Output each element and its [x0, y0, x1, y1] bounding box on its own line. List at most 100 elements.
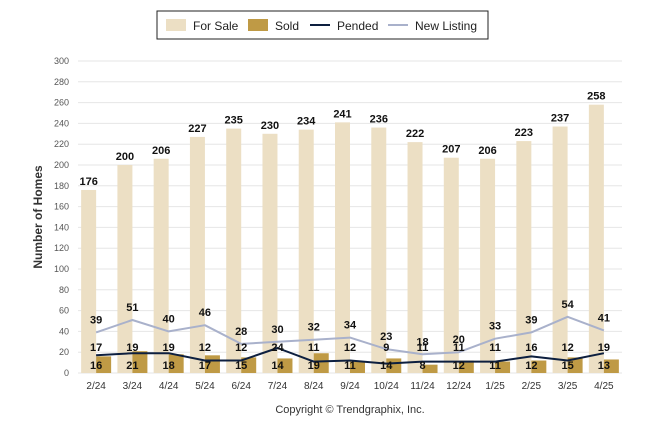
- label-sold: 11: [489, 360, 501, 372]
- label-for-sale: 206: [152, 145, 170, 157]
- label-for-sale: 237: [551, 113, 569, 125]
- line-new-listing: [95, 315, 605, 356]
- x-tick-label: 6/24: [231, 381, 251, 392]
- data-labels: 176 39 17 16 200 51 19 21 206 40 19 18 227 46 12 17 235 2…: [79, 91, 610, 372]
- label-sold: 15: [561, 360, 573, 372]
- label-sold: 21: [126, 360, 138, 372]
- label-new-listing: 39: [90, 314, 102, 326]
- x-tick-label: 7/24: [268, 381, 288, 392]
- bars: [81, 104, 619, 374]
- bar-for-sale: [298, 129, 314, 373]
- label-pended: 24: [271, 342, 284, 354]
- label-sold: 14: [271, 360, 284, 372]
- bar-for-sale: [552, 126, 568, 374]
- label-pended: 19: [126, 342, 138, 354]
- label-new-listing: 23: [380, 331, 392, 343]
- x-tick-label: 3/24: [123, 381, 143, 392]
- label-for-sale: 227: [188, 123, 206, 135]
- label-new-listing: 54: [561, 299, 574, 311]
- label-pended: 19: [163, 342, 175, 354]
- label-for-sale: 235: [225, 115, 243, 127]
- legend-label-pended: Pended: [337, 19, 378, 33]
- label-for-sale: 258: [587, 91, 605, 103]
- legend-label-for-sale: For Sale: [193, 19, 239, 33]
- label-for-sale: 200: [116, 151, 134, 163]
- label-pended: 11: [308, 342, 320, 354]
- y-tick-label: 60: [59, 306, 69, 316]
- bar-for-sale: [226, 128, 242, 373]
- label-pended: 9: [383, 342, 389, 354]
- bar-for-sale: [335, 122, 350, 373]
- x-axis-ticks: 2/24 3/24 4/24 5/24 6/24 7/24 8/24 9/24 10/24 11/…: [86, 381, 614, 392]
- line-pended: [96, 347, 605, 365]
- label-for-sale: 234: [297, 116, 316, 128]
- bar-sold: [422, 364, 438, 373]
- lines: [95, 315, 605, 365]
- bar-for-sale: [81, 189, 97, 373]
- label-new-listing: 39: [525, 314, 537, 326]
- y-tick-label: 100: [54, 264, 69, 274]
- label-sold: 11: [344, 360, 356, 372]
- y-tick-label: 200: [54, 160, 69, 170]
- x-tick-label: 2/24: [86, 381, 106, 392]
- legend-label-sold: Sold: [275, 19, 299, 33]
- y-tick-label: 280: [54, 77, 69, 87]
- label-for-sale: 207: [442, 144, 460, 156]
- bar-sold: [458, 360, 474, 373]
- legend-swatch-for-sale: [166, 19, 186, 31]
- label-sold: 8: [419, 360, 425, 372]
- label-new-listing: 20: [453, 334, 465, 346]
- label-pended: 11: [453, 342, 465, 354]
- label-sold: 16: [90, 360, 102, 372]
- bar-for-sale: [443, 157, 459, 373]
- bar-for-sale: [588, 104, 604, 374]
- x-tick-label: 2/25: [522, 381, 542, 392]
- y-tick-label: 0: [64, 368, 69, 378]
- bar-sold: [132, 351, 148, 373]
- x-tick-label: 10/24: [374, 381, 399, 392]
- label-for-sale: 241: [333, 108, 351, 120]
- y-tick-label: 20: [59, 347, 69, 357]
- bar-for-sale: [407, 142, 423, 373]
- label-new-listing: 34: [344, 320, 357, 332]
- bar-sold: [603, 359, 619, 373]
- bar-sold: [531, 360, 547, 373]
- y-tick-label: 300: [54, 56, 69, 66]
- x-tick-label: 4/24: [159, 381, 179, 392]
- label-for-sale: 222: [406, 128, 424, 140]
- label-sold: 19: [308, 360, 320, 372]
- y-tick-label: 240: [54, 118, 69, 128]
- label-for-sale: 176: [79, 176, 97, 188]
- label-pended: 12: [344, 342, 356, 354]
- label-sold: 13: [598, 360, 610, 372]
- label-new-listing: 28: [235, 326, 247, 338]
- y-axis-ticks: 0 20 40 60 80 100 120 140 160 180 200 220 240 260 280 3…: [54, 56, 69, 378]
- x-tick-label: 8/24: [304, 381, 324, 392]
- bar-sold: [567, 357, 583, 373]
- legend-label-new-listing: New Listing: [415, 19, 477, 33]
- label-pended: 19: [598, 342, 610, 354]
- bar-sold: [277, 358, 293, 373]
- bar-for-sale: [153, 158, 169, 373]
- label-new-listing: 51: [126, 302, 138, 314]
- bar-for-sale: [371, 127, 387, 373]
- y-tick-label: 260: [54, 98, 69, 108]
- label-pended: 12: [199, 342, 211, 354]
- label-pended: 12: [561, 342, 573, 354]
- bar-sold: [241, 357, 257, 373]
- x-tick-label: 12/24: [446, 381, 471, 392]
- label-new-listing: 33: [489, 321, 501, 333]
- label-for-sale: 236: [370, 114, 388, 126]
- bar-for-sale: [480, 158, 496, 373]
- y-tick-label: 160: [54, 202, 69, 212]
- label-pended: 17: [90, 342, 102, 354]
- x-tick-label: 1/25: [485, 381, 505, 392]
- label-new-listing: 30: [271, 324, 283, 336]
- bar-sold: [350, 361, 365, 373]
- bar-sold: [96, 356, 112, 373]
- label-new-listing: 32: [308, 322, 320, 334]
- label-pended: 12: [235, 342, 247, 354]
- y-tick-label: 140: [54, 222, 69, 232]
- y-axis-label: Number of Homes: [31, 165, 45, 269]
- y-tick-label: 80: [59, 285, 69, 295]
